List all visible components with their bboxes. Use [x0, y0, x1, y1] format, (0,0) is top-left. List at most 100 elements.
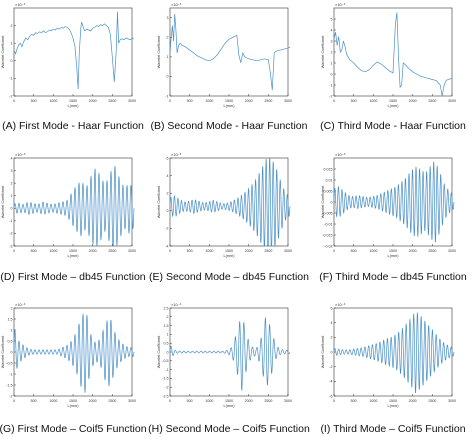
x-tick-label: 0: [169, 399, 171, 403]
x-tick-label: 1000: [205, 99, 213, 103]
axes-box: [169, 7, 289, 97]
axis-exponent: ×10⁻³: [171, 2, 182, 7]
y-tick-label: -2: [9, 94, 12, 98]
chart-panel-e: 0 500 1000 1500 2000 2500 3000 -4 -2 0 2 4 6×10⁻³ L(m…: [149, 152, 309, 283]
y-tick-label: 2: [167, 36, 169, 40]
x-tick-label: 1500: [225, 99, 233, 103]
y-tick-label: -1: [165, 368, 168, 372]
y-tick-label: -1: [9, 219, 12, 223]
x-tick-label: 2500: [264, 249, 272, 253]
y-tick-label: -0.5: [162, 359, 168, 363]
y-tick-label: 2: [331, 50, 333, 54]
x-tick-label: 2500: [428, 99, 436, 103]
x-tick-label: 500: [351, 99, 357, 103]
x-tick-label: 500: [187, 99, 193, 103]
data-line: [333, 161, 455, 243]
x-tick-label: 2000: [245, 399, 253, 403]
y-tick-label: 0: [11, 59, 13, 63]
y-tick-label: 0: [167, 350, 169, 354]
x-tick-label: 1000: [369, 99, 377, 103]
y-tick-label: 0: [167, 75, 169, 79]
x-axis-label: L(mm): [224, 254, 236, 258]
chart-panel-d: 0 500 1000 1500 2000 2500 3000 -3 -2 -1 0 1 2 3 4×10⁻³…: [0, 152, 145, 283]
x-tick-label: 1000: [369, 399, 377, 403]
x-tick-label: 2000: [89, 399, 97, 403]
y-tick-label: -1: [329, 83, 332, 87]
x-tick-label: 3000: [284, 249, 292, 253]
x-tick-label: 1000: [369, 249, 377, 253]
chart-panel-h: 0 500 1000 1500 2000 2500 3000 -2.5 -2 -1.5 -1 -0.5…: [148, 302, 310, 435]
y-tick-label: -2: [329, 365, 332, 369]
x-axis-label: L(mm): [388, 254, 400, 258]
x-tick-label: 1000: [49, 249, 57, 253]
x-tick-label: 0: [333, 249, 335, 253]
y-tick-label: 0.5: [164, 342, 169, 346]
x-tick-label: 2000: [409, 249, 417, 253]
y-tick-label: -2: [329, 94, 332, 98]
axis-exponent: ×10⁻³: [335, 152, 346, 157]
y-tick-label: 2.5: [164, 306, 169, 310]
axis-exponent: ×10⁻³: [335, 2, 346, 7]
y-axis-label: Wavelet Coefficient: [1, 35, 5, 68]
x-tick-label: 2000: [89, 249, 97, 253]
x-tick-label: 500: [31, 399, 37, 403]
x-tick-label: 3000: [128, 99, 136, 103]
y-axis-label: Wavelet Coefficient: [321, 35, 325, 68]
axis-exponent: ×10⁻³: [335, 302, 346, 307]
panel-caption: (A) First Mode - Haar Function: [2, 120, 144, 132]
y-tick-label: 0.015: [324, 167, 333, 171]
x-tick-label: 2000: [245, 99, 253, 103]
y-tick-label: 1: [11, 194, 13, 198]
axis-exponent: ×10⁻³: [171, 152, 182, 157]
data-line: [333, 12, 453, 97]
y-tick-label: 1.5: [8, 317, 13, 321]
panel-caption: (I) Third Mode – Coif5 Function: [320, 423, 465, 435]
chart-panel-f: 0 500 1000 1500 2000 2500 3000 -0.02 -0.015 -0.01…: [319, 152, 467, 283]
y-tick-label: -2: [9, 394, 12, 398]
y-tick-label: 3: [331, 39, 333, 43]
x-tick-label: 3000: [284, 99, 292, 103]
y-axis-label: Wavelet Coefficient: [157, 185, 161, 218]
y-tick-label: 1: [331, 61, 333, 65]
y-tick-label: 2: [11, 306, 13, 310]
x-tick-label: 0: [13, 399, 15, 403]
axes-box: [333, 307, 453, 397]
y-axis-label: Wavelet Coefficient: [1, 185, 5, 218]
x-tick-label: 0: [13, 249, 15, 253]
y-axis-label: Wavelet Coefficient: [321, 335, 325, 368]
x-tick-label: 1000: [49, 399, 57, 403]
y-tick-label: 1: [167, 333, 169, 337]
data-line: [13, 165, 135, 247]
y-tick-label: 6: [331, 306, 333, 310]
x-tick-label: 1000: [205, 399, 213, 403]
axis-exponent: ×10⁻³: [15, 152, 26, 157]
x-tick-label: 2500: [108, 399, 116, 403]
x-tick-label: 500: [31, 99, 37, 103]
data-line: [169, 316, 291, 392]
x-tick-label: 0: [333, 399, 335, 403]
y-tick-label: -0.02: [324, 244, 332, 248]
y-tick-label: 0.01: [326, 178, 333, 182]
chart-panel-b: 0 500 1000 1500 2000 2500 3000-10123×10⁻³L(mm)…: [151, 2, 308, 132]
panel-caption: (B) Second Mode - Haar Function: [151, 120, 308, 132]
y-tick-label: 0: [11, 350, 13, 354]
x-axis-label: L(mm): [388, 104, 400, 108]
panel-caption: (F) Third Mode – db45 Function: [319, 271, 467, 283]
x-tick-label: 2500: [428, 399, 436, 403]
y-tick-label: -0.005: [322, 211, 332, 215]
y-tick-label: -1.5: [162, 377, 168, 381]
data-line: [169, 157, 291, 247]
x-tick-label: 2000: [409, 399, 417, 403]
x-tick-label: 500: [351, 399, 357, 403]
x-tick-label: 1500: [69, 99, 77, 103]
axes-box: [169, 307, 289, 397]
x-axis-label: L(mm): [388, 404, 400, 408]
x-tick-label: 1000: [205, 249, 213, 253]
y-tick-label: 0.005: [324, 189, 333, 193]
x-tick-label: 1500: [225, 249, 233, 253]
x-axis-label: L(mm): [68, 404, 80, 408]
x-tick-label: 3000: [284, 399, 292, 403]
y-axis-label: Wavelet Coefficient: [321, 185, 325, 218]
y-tick-label: 1: [11, 42, 13, 46]
y-tick-label: 0: [331, 72, 333, 76]
